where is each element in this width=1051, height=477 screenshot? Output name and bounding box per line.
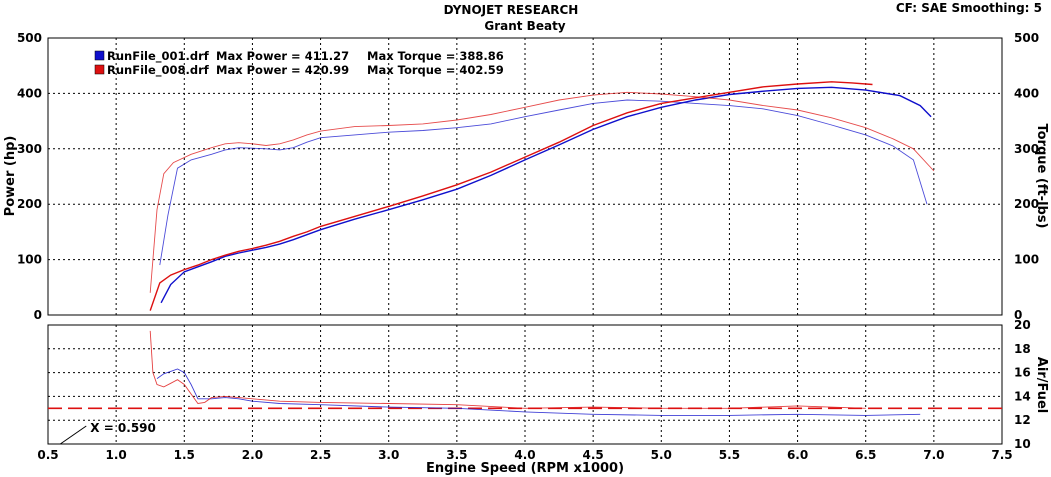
y-tick-label-air-fuel: 14: [1014, 389, 1031, 403]
y-tick-label-air-fuel: 12: [1014, 413, 1031, 427]
x-tick-label: 4.5: [583, 448, 604, 462]
y-tick-label-power: 300: [17, 142, 42, 156]
x-tick-label: 0.5: [37, 448, 58, 462]
series-run2-torque: [149, 91, 935, 293]
y-tick-label-power: 500: [17, 31, 42, 45]
x-tick-label: 4.0: [514, 448, 535, 462]
x-tick-label: 6.5: [855, 448, 876, 462]
legend-torque-run2: Max Torque = 402.59: [367, 63, 504, 77]
legend-power-run2: Max Power = 420.99: [216, 63, 349, 77]
y-tick-label-air-fuel: 10: [1014, 437, 1031, 451]
legend-power-run1: Max Power = 411.27: [216, 49, 349, 63]
x-tick-label: 7.0: [923, 448, 944, 462]
x-tick-label: 2.5: [310, 448, 331, 462]
y-axis-label-torque: Torque (ft-lbs): [1034, 123, 1049, 228]
x-tick-label: 7.5: [991, 448, 1012, 462]
y-tick-label-torque: 100: [1014, 253, 1039, 267]
legend-file-run1: RunFile_001.drf: [107, 49, 210, 64]
legend-torque-run1: Max Torque = 388.86: [367, 49, 504, 63]
chart-title: DYNOJET RESEARCH: [444, 3, 579, 17]
air-fuel-panel: [47, 324, 1003, 445]
x-tick-label: 5.0: [651, 448, 672, 462]
series-run2-power: [149, 81, 873, 311]
x-tick-label: 3.5: [446, 448, 467, 462]
cursor-pointer: [59, 425, 87, 445]
y-tick-label-torque: 500: [1014, 31, 1039, 45]
legend-file-run2: RunFile_008.drf: [107, 63, 210, 78]
y-tick-label-air-fuel: 20: [1014, 318, 1031, 332]
y-tick-label-power: 400: [17, 86, 42, 100]
x-tick-label: 1.0: [106, 448, 127, 462]
y-tick-label-air-fuel: 18: [1014, 342, 1031, 356]
x-tick-label: 1.5: [174, 448, 195, 462]
y-tick-label-torque: 200: [1014, 197, 1039, 211]
x-axis-label: Engine Speed (RPM x1000): [426, 461, 624, 476]
y-axis-label-power: Power (hp): [3, 136, 18, 217]
chart-subtitle: Grant Beaty: [484, 19, 565, 33]
x-tick-label: 5.5: [719, 448, 740, 462]
y-tick-label-air-fuel: 16: [1014, 366, 1031, 380]
y-tick-label-power: 100: [17, 253, 42, 267]
x-tick-label: 6.0: [787, 448, 808, 462]
y-tick-label-torque: 400: [1014, 86, 1039, 100]
x-tick-label: 3.0: [378, 448, 399, 462]
series-run2-air-fuel: [149, 330, 866, 409]
y-tick-label-torque: 0: [1014, 308, 1022, 322]
y-tick-label-power: 0: [34, 308, 42, 322]
cursor-label: X = 0.590: [90, 421, 156, 435]
settings-label: CF: SAE Smoothing: 5: [896, 1, 1042, 15]
y-axis-label-air-fuel: Air/Fuel: [1034, 357, 1049, 413]
series-run1-torque: [159, 99, 928, 266]
series-run1-power: [160, 86, 932, 304]
y-tick-label-power: 200: [17, 197, 42, 211]
x-tick-label: 2.0: [242, 448, 263, 462]
y-tick-label-torque: 300: [1014, 142, 1039, 156]
legend: RunFile_001.drf Max Power = 411.27 Max T…: [94, 49, 504, 78]
legend-swatch-run2: [94, 64, 105, 75]
series-run1-air-fuel: [156, 368, 921, 416]
legend-swatch-run1: [94, 50, 105, 61]
